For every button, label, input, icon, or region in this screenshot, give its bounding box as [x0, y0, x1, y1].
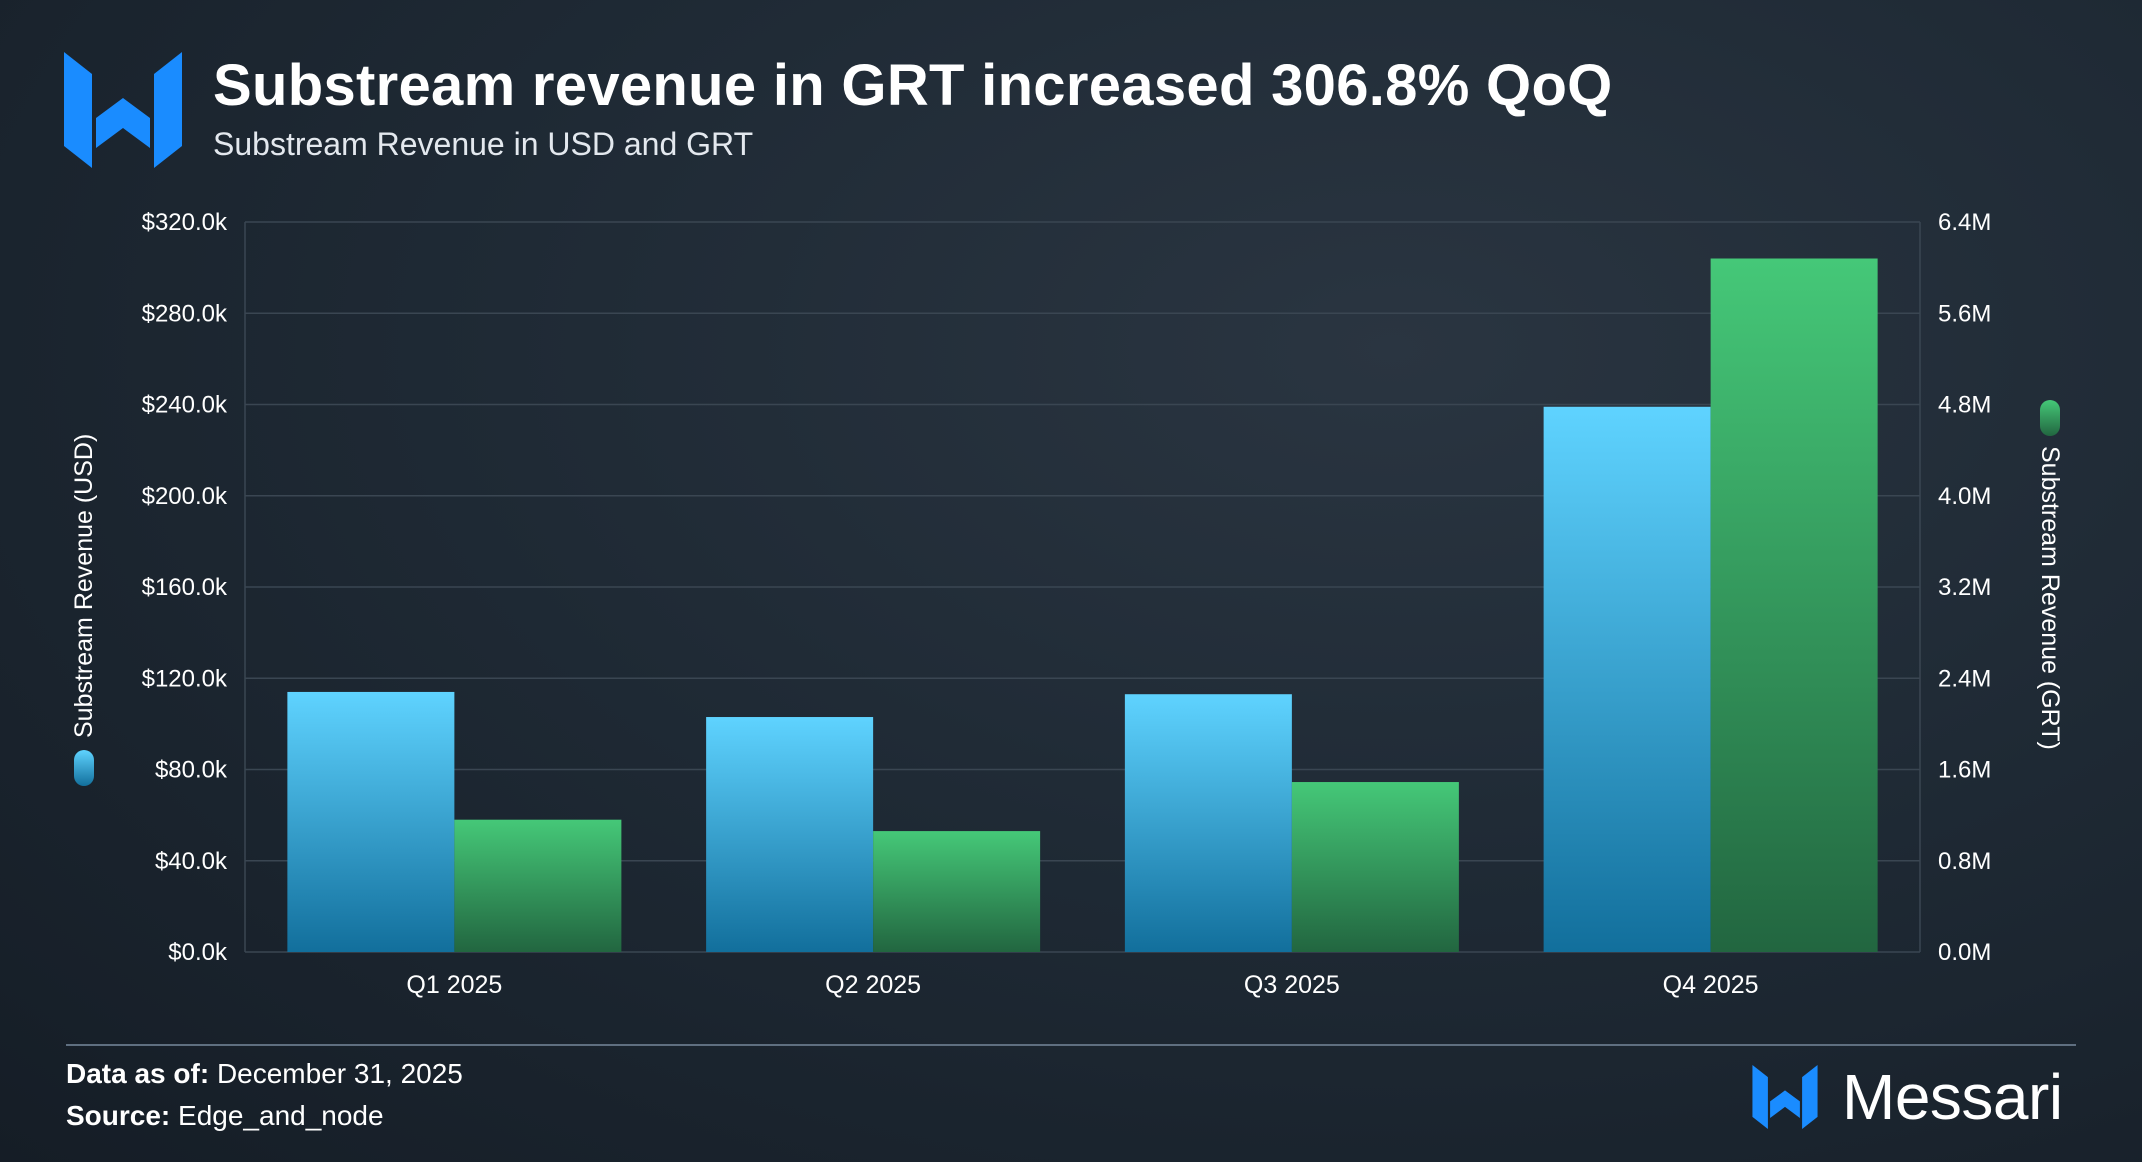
y-right-tick-label: 6.4M	[1938, 209, 1991, 236]
bar-usd	[1124, 694, 1292, 952]
y-right-tick-label: 2.4M	[1938, 665, 1991, 692]
axis-labels: $0.0k 0.0M $40.0k 0.8M $80.0k 1.6M $120.0k 2.4M…	[142, 209, 1992, 999]
left-axis-title: Substream Revenue (USD)	[70, 434, 98, 738]
y-left-tick-label: $240.0k	[142, 392, 228, 419]
y-left-tick-label: $320.0k	[142, 209, 228, 236]
x-tick-label: Q2 2025	[825, 971, 921, 999]
bar-grt	[1710, 258, 1878, 952]
y-right-tick-label: 1.6M	[1938, 757, 1991, 784]
y-right-tick-label: 0.0M	[1938, 939, 1991, 966]
footer-divider	[66, 1044, 2076, 1046]
grt-legend-marker	[2040, 400, 2060, 436]
data-as-of: Data as of: December 31, 2025	[66, 1058, 463, 1090]
x-tick-label: Q1 2025	[406, 971, 502, 999]
y-left-tick-label: $280.0k	[142, 300, 228, 327]
bar-usd	[1543, 406, 1711, 952]
page-title: Substream revenue in GRT increased 306.8…	[213, 53, 1613, 118]
x-tick-label: Q3 2025	[1244, 971, 1340, 999]
source-value: Edge_and_node	[178, 1100, 384, 1131]
brand-name: Messari	[1842, 1061, 2063, 1133]
y-right-tick-label: 3.2M	[1938, 574, 1991, 601]
y-right-tick-label: 0.8M	[1938, 848, 1991, 875]
usd-legend-marker	[74, 750, 94, 786]
data-as-of-label: Data as of:	[66, 1058, 210, 1089]
messari-logo-icon	[64, 52, 182, 168]
bar-grt	[873, 831, 1041, 952]
page-subtitle: Substream Revenue in USD and GRT	[213, 126, 754, 162]
source: Source: Edge_and_node	[66, 1100, 384, 1132]
data-as-of-value: December 31, 2025	[216, 1058, 463, 1089]
y-left-tick-label: $120.0k	[142, 665, 228, 692]
y-right-tick-label: 4.0M	[1938, 483, 1991, 510]
y-right-tick-label: 4.8M	[1938, 392, 1991, 419]
messari-brand-icon	[1752, 1065, 1818, 1129]
bars	[287, 258, 1878, 952]
chart: $0.0k 0.0M $40.0k 0.8M $80.0k 1.6M $120.0k 2.4M…	[70, 209, 2064, 999]
x-tick-label: Q4 2025	[1663, 971, 1759, 999]
bar-grt	[454, 819, 622, 952]
bar-usd	[706, 717, 874, 952]
y-left-tick-label: $80.0k	[155, 757, 228, 784]
right-axis-title: Substream Revenue (GRT)	[2036, 446, 2064, 750]
y-left-tick-label: $200.0k	[142, 483, 228, 510]
bar-grt	[1291, 782, 1459, 952]
y-left-tick-label: $40.0k	[155, 848, 228, 875]
bar-usd	[287, 691, 455, 952]
y-right-tick-label: 5.6M	[1938, 300, 1991, 327]
y-left-tick-label: $0.0k	[168, 939, 228, 966]
y-left-tick-label: $160.0k	[142, 574, 228, 601]
brand: Messari	[1752, 1061, 2063, 1133]
source-label: Source:	[66, 1100, 171, 1131]
